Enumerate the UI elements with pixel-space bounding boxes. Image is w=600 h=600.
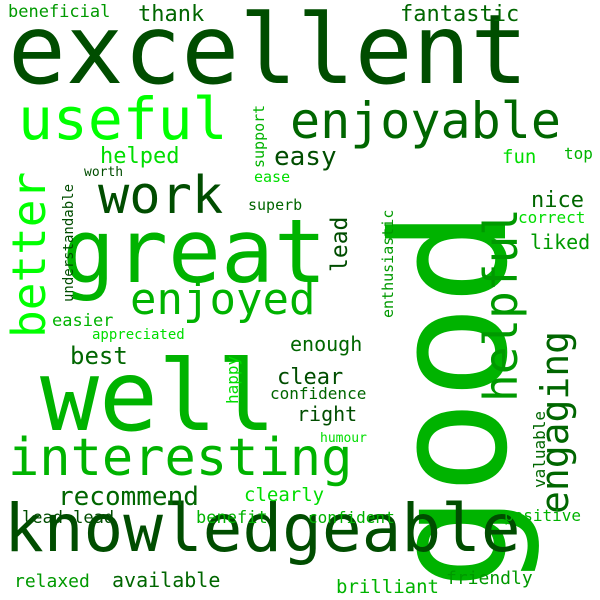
- cloud-word: support: [250, 104, 268, 168]
- cloud-word: enjoyable: [290, 92, 561, 150]
- cloud-word: brilliant: [336, 576, 439, 598]
- cloud-word: knowledgeable: [4, 490, 521, 567]
- cloud-word: right: [297, 402, 358, 426]
- cloud-word: helpful: [474, 208, 528, 402]
- cloud-word: confidence: [270, 384, 367, 403]
- cloud-word: happy: [223, 355, 242, 404]
- cloud-word: understandable: [61, 183, 77, 302]
- cloud-word: friendly: [446, 568, 533, 589]
- cloud-word: clearly: [244, 484, 325, 506]
- cloud-word: excellent: [8, 0, 529, 106]
- cloud-word: well: [40, 340, 277, 454]
- cloud-word: clear: [277, 365, 344, 390]
- cloud-word: ease: [254, 168, 291, 186]
- cloud-word: available: [112, 568, 221, 592]
- cloud-word: beneficial: [8, 2, 111, 22]
- cloud-word: correct: [518, 208, 586, 227]
- cloud-word: top: [564, 144, 593, 163]
- cloud-word: great: [62, 200, 327, 303]
- cloud-word: easy: [274, 142, 337, 172]
- cloud-word: liked: [530, 230, 591, 254]
- cloud-word: valuable: [530, 410, 549, 488]
- cloud-word: lead: [327, 216, 353, 272]
- cloud-word: best: [70, 342, 128, 370]
- cloud-word: work: [98, 166, 224, 226]
- cloud-word: relaxed: [14, 571, 90, 592]
- cloud-word: useful: [18, 85, 228, 153]
- cloud-word: positive: [504, 506, 582, 525]
- cloud-word: enthusiastic: [379, 209, 397, 318]
- cloud-word: confident: [308, 508, 395, 527]
- cloud-word: thank: [138, 2, 205, 27]
- cloud-word: fun: [502, 146, 537, 168]
- cloud-word: worth: [84, 165, 124, 180]
- cloud-word: benefit: [196, 508, 268, 528]
- cloud-word: nice: [531, 188, 584, 213]
- cloud-word: helped: [100, 144, 180, 169]
- cloud-word: appreciated: [92, 327, 185, 343]
- cloud-word: fantastic: [400, 2, 520, 27]
- cloud-word: better: [2, 171, 56, 338]
- cloud-word: superb: [248, 196, 303, 214]
- cloud-word: interesting: [8, 428, 353, 488]
- cloud-word: enjoyed: [130, 274, 316, 325]
- cloud-word: recommend: [58, 482, 199, 512]
- cloud-word: lead lead: [22, 508, 115, 528]
- cloud-word: enough: [290, 332, 363, 356]
- cloud-word: humour: [320, 431, 367, 446]
- cloud-word: easier: [52, 311, 114, 331]
